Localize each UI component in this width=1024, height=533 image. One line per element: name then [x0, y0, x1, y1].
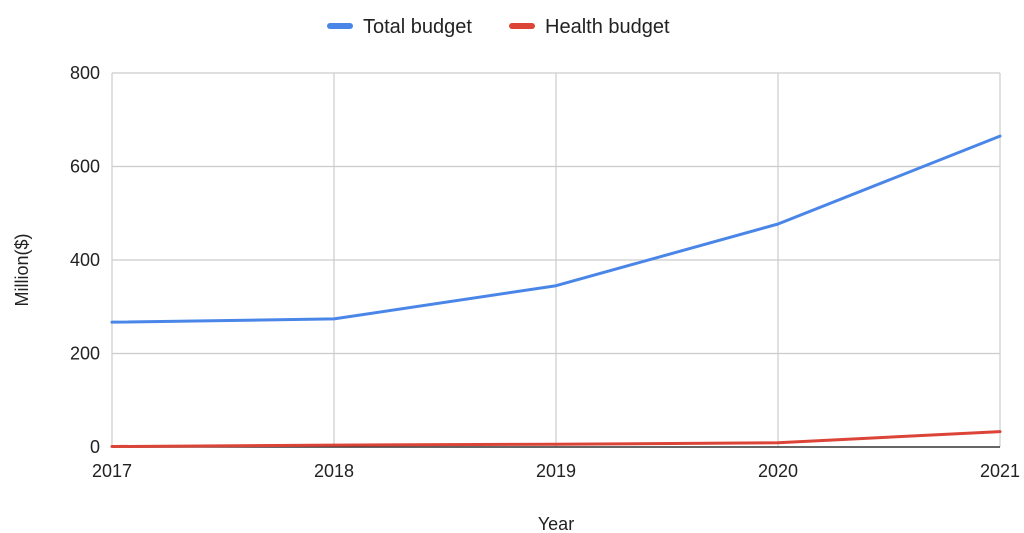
- y-tick-label: 0: [90, 437, 100, 457]
- x-tick-label: 2019: [536, 461, 576, 481]
- y-axis-title: Million($): [12, 233, 32, 306]
- x-tick-label: 2017: [92, 461, 132, 481]
- y-tick-label: 200: [70, 344, 100, 364]
- x-axis-title: Year: [538, 514, 574, 533]
- axes: 0 200 400 600 800 2017 2018 2019 2020 2021: [70, 63, 1020, 481]
- legend-label: Health budget: [545, 16, 670, 38]
- grid: [111, 72, 1001, 447]
- x-tick-label: 2020: [758, 461, 798, 481]
- x-tick-label: 2021: [980, 461, 1020, 481]
- x-tick-label: 2018: [314, 461, 354, 481]
- y-tick-label: 600: [70, 157, 100, 177]
- legend: Total budget Health budget: [327, 16, 670, 38]
- y-tick-label: 800: [70, 63, 100, 83]
- series: [110, 134, 1002, 449]
- y-tick-label: 400: [70, 250, 100, 270]
- legend-label: Total budget: [363, 16, 472, 38]
